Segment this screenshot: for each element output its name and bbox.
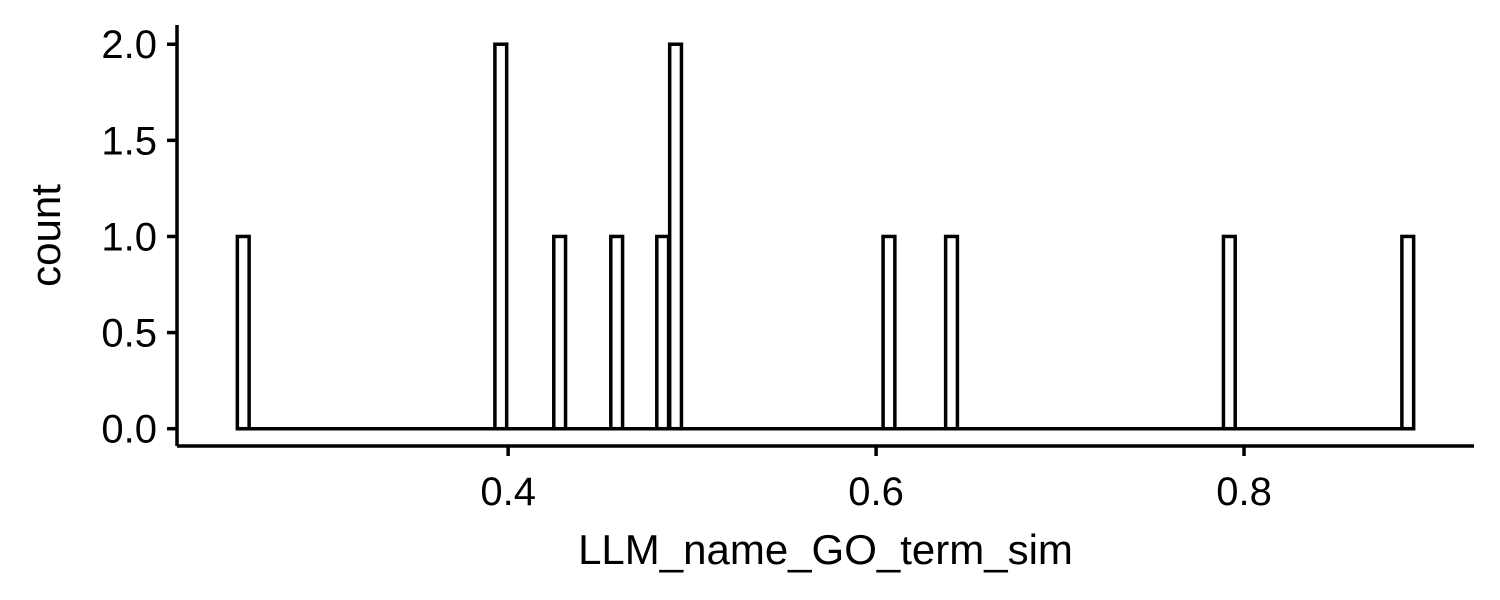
histogram-bar-5 — [655, 234, 671, 431]
x-tick-label-0: 0.4 — [480, 470, 536, 514]
y-tick-label-1: 0.5 — [101, 312, 157, 356]
x-tick-label-1: 0.6 — [848, 470, 904, 514]
histogram-bar-10 — [1400, 234, 1416, 431]
histogram-bar-6 — [667, 42, 684, 431]
histogram-bar-3 — [552, 234, 568, 431]
histogram-bar-7 — [881, 234, 897, 431]
y-axis-title: count — [22, 184, 69, 287]
y-tick-label-0: 0.0 — [101, 408, 157, 452]
histogram-bar-9 — [1221, 234, 1237, 431]
histogram-bar-1 — [235, 234, 251, 431]
x-tick-label-2: 0.8 — [1216, 470, 1272, 514]
histogram-bar-4 — [609, 234, 625, 431]
x-axis-title: LLM_name_GO_term_sim — [578, 526, 1073, 573]
histogram-bar-2 — [493, 42, 509, 431]
histogram-bar-8 — [943, 234, 960, 431]
axes: 0.0 0.5 1.0 1.5 2.0 0.4 0.6 0.8 — [101, 23, 1474, 514]
plot-area — [235, 42, 1416, 431]
y-tick-label-4: 2.0 — [101, 23, 157, 67]
y-tick-label-3: 1.5 — [101, 119, 157, 163]
y-tick-label-2: 1.0 — [101, 215, 157, 259]
